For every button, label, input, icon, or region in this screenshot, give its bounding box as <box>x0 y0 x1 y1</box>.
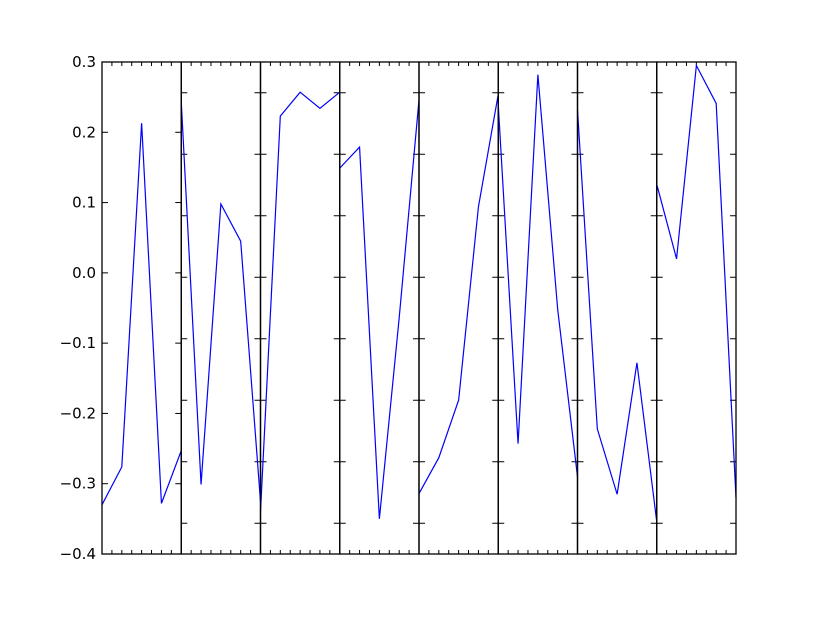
series-line <box>576 109 658 522</box>
y-tick-label: 0.2 <box>72 123 96 141</box>
panel-7 <box>576 61 658 555</box>
panel-frame <box>656 61 737 555</box>
series-line <box>259 91 341 512</box>
y-tick-label: −0.2 <box>60 404 96 422</box>
series-line <box>339 99 420 519</box>
y-tick-labels: −0.4 −0.3 −0.2 −0.1 0.0 0.1 0.2 0.3 <box>60 53 96 563</box>
y-tick-label: −0.1 <box>60 334 96 352</box>
series-line <box>497 74 579 477</box>
y-tick-label: 0.3 <box>72 53 96 71</box>
y-tick-label: 0.0 <box>72 264 96 282</box>
y-tick-label: −0.4 <box>60 545 96 563</box>
series-line <box>101 123 182 506</box>
panel-8 <box>656 61 737 555</box>
series-line <box>418 94 499 494</box>
y-tick-label: −0.3 <box>60 475 96 493</box>
series-line <box>656 63 737 498</box>
series-line <box>180 101 262 502</box>
panel-6 <box>497 61 579 555</box>
y-tick-label: 0.1 <box>72 194 96 212</box>
panels <box>101 61 737 555</box>
